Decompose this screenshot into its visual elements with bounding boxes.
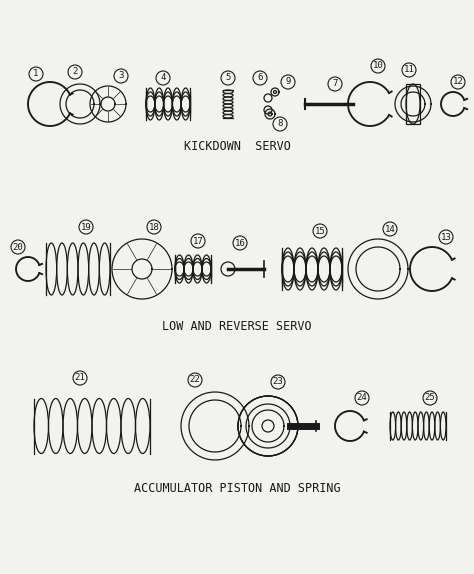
Circle shape xyxy=(79,220,93,234)
Circle shape xyxy=(221,71,235,85)
Circle shape xyxy=(68,65,82,79)
Circle shape xyxy=(11,240,25,254)
Circle shape xyxy=(238,396,298,456)
Text: 4: 4 xyxy=(160,73,166,83)
Text: 2: 2 xyxy=(73,68,78,76)
Text: 15: 15 xyxy=(315,227,325,235)
Text: 19: 19 xyxy=(81,223,91,231)
Circle shape xyxy=(29,67,43,81)
Text: 12: 12 xyxy=(453,77,464,87)
Circle shape xyxy=(273,117,287,131)
Text: 21: 21 xyxy=(74,374,85,382)
Circle shape xyxy=(439,230,453,244)
Text: KICKDOWN  SERVO: KICKDOWN SERVO xyxy=(183,139,291,153)
Circle shape xyxy=(262,420,274,432)
Text: 23: 23 xyxy=(273,378,283,386)
Text: 16: 16 xyxy=(235,239,246,247)
Text: 20: 20 xyxy=(13,242,23,251)
Circle shape xyxy=(371,59,385,73)
Text: ACCUMULATOR PISTON AND SPRING: ACCUMULATOR PISTON AND SPRING xyxy=(134,483,340,495)
Text: 1: 1 xyxy=(33,69,39,79)
Circle shape xyxy=(114,69,128,83)
Text: 18: 18 xyxy=(149,223,159,231)
Text: 22: 22 xyxy=(190,375,201,385)
Circle shape xyxy=(383,222,397,236)
Circle shape xyxy=(402,63,416,77)
Text: 25: 25 xyxy=(425,394,436,402)
Text: 5: 5 xyxy=(225,73,231,83)
Text: 6: 6 xyxy=(257,73,263,83)
Circle shape xyxy=(423,391,437,405)
Circle shape xyxy=(156,71,170,85)
Bar xyxy=(406,84,420,124)
Circle shape xyxy=(355,391,369,405)
Text: 17: 17 xyxy=(192,236,203,246)
Text: LOW AND REVERSE SERVO: LOW AND REVERSE SERVO xyxy=(162,320,312,332)
Text: 10: 10 xyxy=(373,61,383,71)
Circle shape xyxy=(73,371,87,385)
Text: 3: 3 xyxy=(118,72,124,80)
Text: 9: 9 xyxy=(285,77,291,87)
Circle shape xyxy=(313,224,327,238)
Text: 11: 11 xyxy=(404,65,414,75)
Text: 7: 7 xyxy=(332,80,337,88)
Circle shape xyxy=(281,75,295,89)
Circle shape xyxy=(191,234,205,248)
Circle shape xyxy=(253,71,267,85)
Circle shape xyxy=(233,236,247,250)
Text: 8: 8 xyxy=(277,119,283,129)
Circle shape xyxy=(188,373,202,387)
Circle shape xyxy=(147,220,161,234)
Text: 14: 14 xyxy=(384,224,395,234)
Circle shape xyxy=(271,375,285,389)
Circle shape xyxy=(451,75,465,89)
Circle shape xyxy=(328,77,342,91)
Text: 24: 24 xyxy=(356,394,367,402)
Text: 13: 13 xyxy=(441,232,451,242)
